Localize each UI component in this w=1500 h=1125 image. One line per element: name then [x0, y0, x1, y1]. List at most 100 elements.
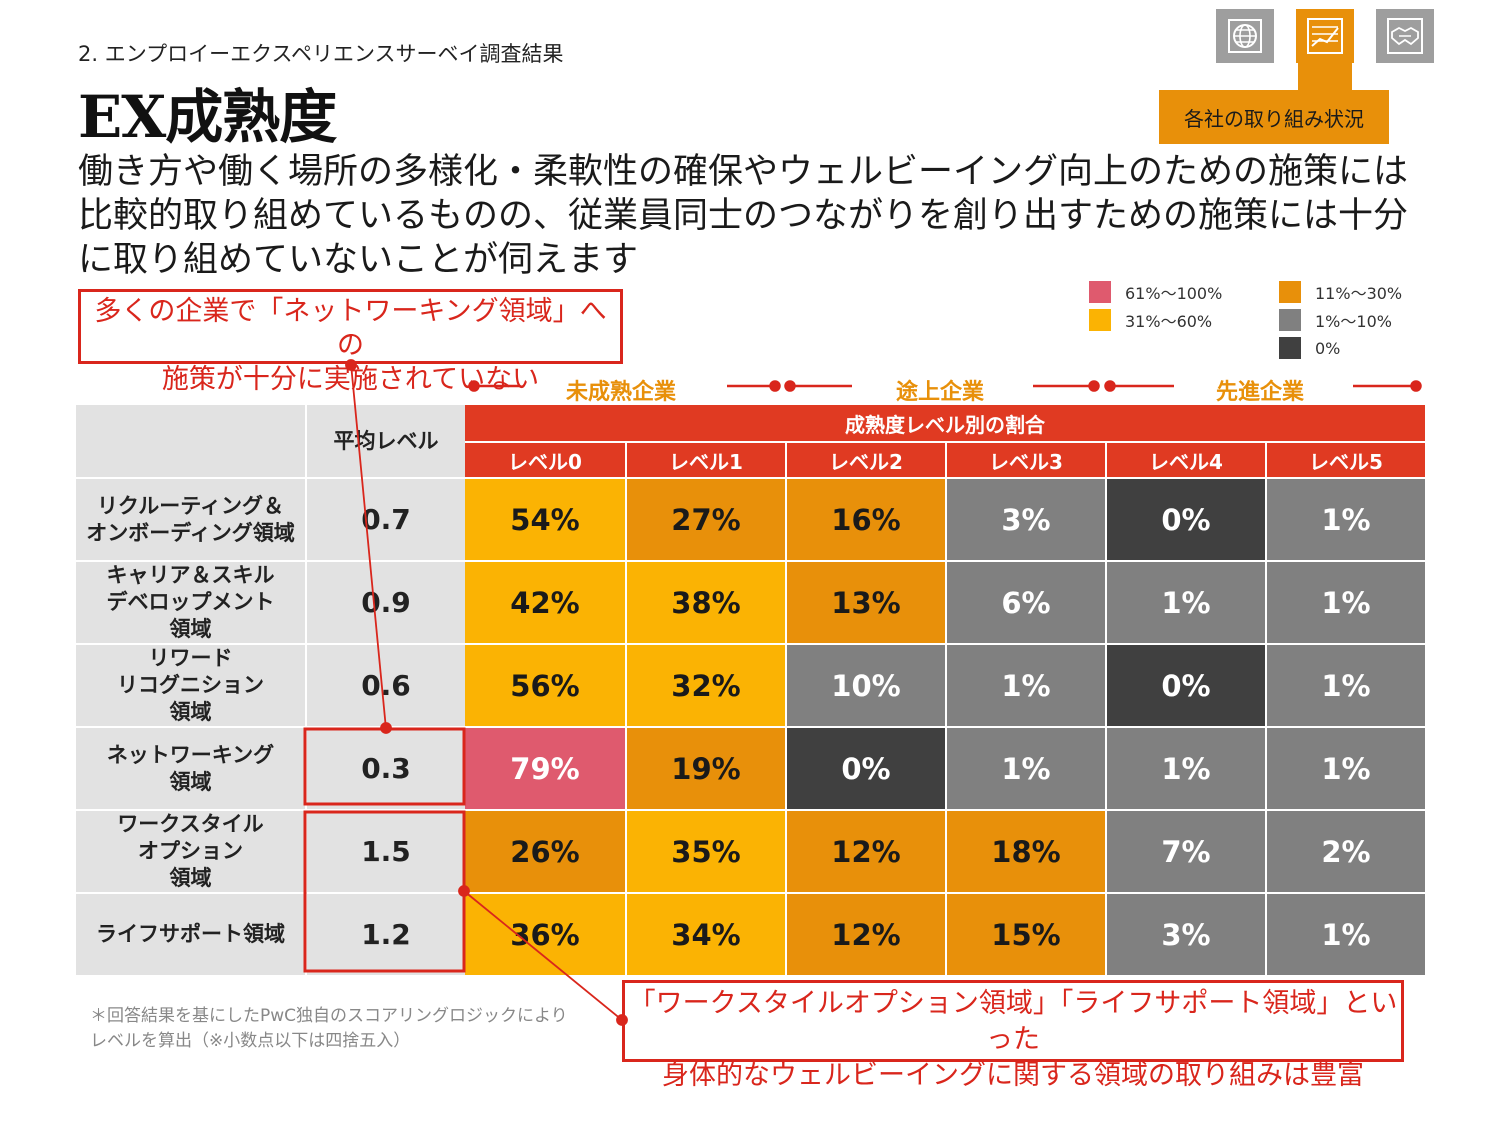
- percent-cell: 34%: [625, 892, 785, 975]
- legend-item: 61%〜100%: [1089, 281, 1269, 303]
- percent-cell: 15%: [945, 892, 1105, 975]
- percent-cell: 1%: [1265, 643, 1425, 726]
- nav-chart-button[interactable]: [1296, 9, 1354, 63]
- percent-cell: 1%: [1265, 560, 1425, 643]
- nav-active-label: 各社の取り組み状況: [1159, 90, 1389, 144]
- row-label-line: 領域: [169, 866, 212, 890]
- percent-cell: 7%: [1105, 809, 1265, 892]
- percent-cell: 32%: [625, 643, 785, 726]
- avg-level: 0.3: [305, 726, 465, 809]
- legend-swatch: [1089, 281, 1111, 303]
- legend-item: 31%〜60%: [1089, 309, 1269, 331]
- percent-cell: 16%: [785, 477, 945, 560]
- percent-cell: 3%: [1105, 892, 1265, 975]
- percent-cell: 10%: [785, 643, 945, 726]
- legend-swatch: [1279, 309, 1301, 331]
- row-label-line: ワークスタイル: [117, 812, 264, 836]
- footnote-line: レベルを算出（※小数点以下は四捨五入）: [90, 1031, 411, 1051]
- legend-label: 0%: [1315, 338, 1341, 358]
- footnote-line: ＊回答結果を基にしたPwC独自のスコアリングロジックにより: [90, 1006, 568, 1026]
- row-label-line: 領域: [169, 617, 212, 641]
- row-label-line: デベロップメント: [106, 590, 275, 614]
- legend-label: 31%〜60%: [1125, 312, 1213, 331]
- legend-swatch: [1089, 309, 1111, 331]
- percent-cell: 3%: [945, 477, 1105, 560]
- legend-item: 1%〜10%: [1279, 309, 1439, 331]
- callout-line: 「ワークスタイルオプション領域」「ライフサポート領域」といった: [628, 988, 1398, 1055]
- avg-level: 0.7: [305, 477, 465, 560]
- column-header: レベル1: [625, 441, 785, 477]
- percent-cell: 18%: [945, 809, 1105, 892]
- percent-cell: 0%: [1105, 477, 1265, 560]
- row-label-line: リワード: [148, 646, 233, 670]
- avg-level: 0.9: [305, 560, 465, 643]
- group-label-developing: 途上企業: [896, 380, 985, 405]
- percent-cell: 1%: [945, 726, 1105, 809]
- percent-cell: 0%: [785, 726, 945, 809]
- header-corner: [76, 405, 305, 477]
- row-label-line: ネットワーキング: [106, 742, 275, 767]
- nav-active-pointer: [1298, 62, 1352, 92]
- callout-wellbeing: 「ワークスタイルオプション領域」「ライフサポート領域」といった 身体的なウェルビ…: [622, 980, 1404, 1091]
- group-label-immature: 未成熟企業: [566, 380, 677, 405]
- row-label-line: ライフサポート領域: [96, 922, 285, 946]
- percent-cell: 1%: [945, 643, 1105, 726]
- percent-cell: 79%: [465, 726, 625, 809]
- row-label-line: リクルーティング＆: [96, 493, 285, 518]
- avg-level: 0.6: [305, 643, 465, 726]
- chart-icon: [1307, 18, 1343, 54]
- column-header: レベル4: [1105, 441, 1265, 477]
- lead-text: 働き方や働く場所の多様化・柔軟性の確保やウェルビーイング向上のための施策には比較…: [78, 152, 1409, 280]
- percent-cell: 19%: [625, 726, 785, 809]
- percent-cell: 1%: [1105, 726, 1265, 809]
- callout-networking: 多くの企業で「ネットワーキング領域」への 施策が十分に実施されていない: [78, 289, 623, 395]
- callout-line: 多くの企業で「ネットワーキング領域」への: [94, 296, 607, 361]
- percent-cell: 36%: [465, 892, 625, 975]
- callout-line: 身体的なウェルビーイングに関する領域の取り組みは豊富: [662, 1060, 1364, 1091]
- row-label-line: 領域: [169, 700, 212, 724]
- percent-cell: 56%: [465, 643, 625, 726]
- percent-cell: 38%: [625, 560, 785, 643]
- row-label-line: リコグニション: [117, 673, 264, 697]
- row-label: リクルーティング＆ オンボーディング領域: [76, 477, 305, 560]
- avg-level: 1.5: [305, 809, 465, 892]
- row-label-line: オプション: [138, 839, 243, 863]
- percent-cell: 54%: [465, 477, 625, 560]
- percent-cell: 42%: [465, 560, 625, 643]
- column-header: レベル0: [465, 441, 625, 477]
- percent-cell: 6%: [945, 560, 1105, 643]
- section-subtitle: 2. エンプロイーエクスペリエンスサーベイ調査結果: [78, 42, 564, 66]
- percent-cell: 1%: [1265, 726, 1425, 809]
- percent-cell: 12%: [785, 809, 945, 892]
- column-header: レベル5: [1265, 441, 1425, 477]
- percent-cell: 12%: [785, 892, 945, 975]
- column-header: レベル2: [785, 441, 945, 477]
- row-label-line: 領域: [169, 769, 212, 794]
- row-label: リワードリコグニション 領域: [76, 643, 305, 726]
- legend-label: 11%〜30%: [1315, 284, 1403, 303]
- globe-icon: [1228, 19, 1262, 53]
- legend-item: 0%: [1279, 337, 1439, 359]
- percent-cell: 1%: [1105, 560, 1265, 643]
- percent-cell: 27%: [625, 477, 785, 560]
- row-label: キャリア＆スキル デベロップメント 領域: [76, 560, 305, 643]
- handshake-icon: [1387, 18, 1423, 54]
- avg-level: 1.2: [305, 892, 465, 975]
- row-label: ワークスタイル オプション領域: [76, 809, 305, 892]
- percent-cell: 2%: [1265, 809, 1425, 892]
- legend-item: 11%〜30%: [1279, 281, 1439, 303]
- nav-global-button[interactable]: [1216, 9, 1274, 63]
- group-connectors: [468, 380, 1422, 392]
- page-title: EX成熟度: [78, 83, 337, 151]
- row-label-line: キャリア＆スキル: [106, 563, 275, 587]
- legend-swatch: [1279, 337, 1301, 359]
- avg-header: 平均レベル: [305, 405, 465, 477]
- row-label: ネットワーキング 領域: [76, 726, 305, 809]
- legend-label: 61%〜100%: [1125, 284, 1223, 303]
- maturity-table: 平均レベル 成熟度レベル別の割合 レベル0 レベル1 レベル2 レベル3 レベル4 レベル5 リ…: [76, 405, 1425, 975]
- level-span-header: 成熟度レベル別の割合: [465, 405, 1425, 441]
- group-label-advanced: 先進企業: [1216, 380, 1305, 405]
- nav-handshake-button[interactable]: [1376, 9, 1434, 63]
- percent-cell: 35%: [625, 809, 785, 892]
- percent-cell: 1%: [1265, 892, 1425, 975]
